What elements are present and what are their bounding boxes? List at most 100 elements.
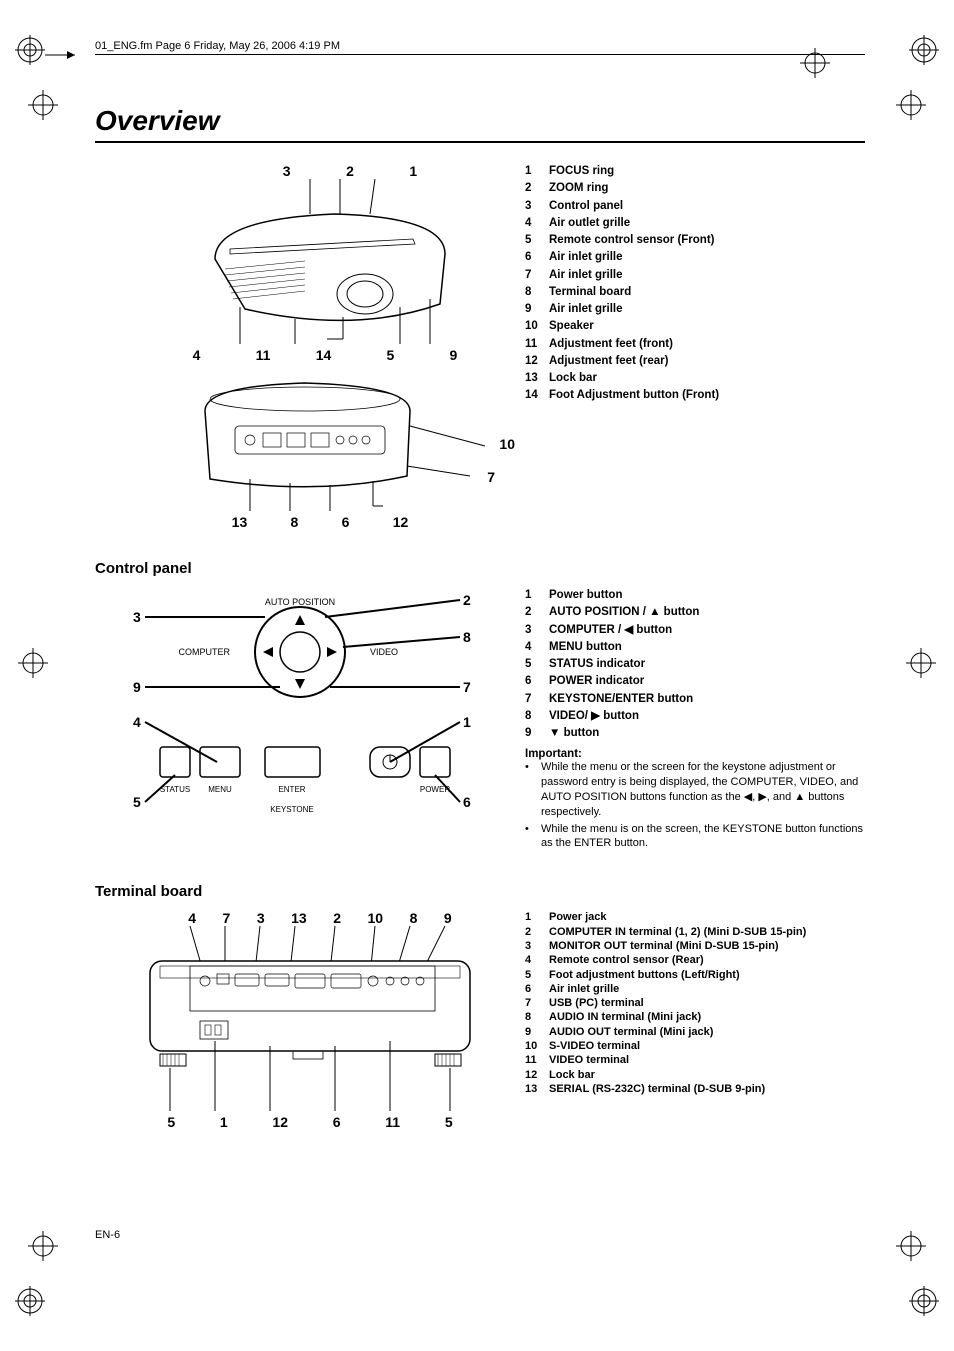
callout: 9 bbox=[444, 910, 452, 926]
bullet-item: •While the menu or the screen for the ke… bbox=[525, 760, 865, 819]
callout: 12 bbox=[393, 514, 409, 530]
list-item: 9▼ button bbox=[525, 725, 865, 742]
callout: 4 bbox=[188, 910, 196, 926]
list-item: 2COMPUTER IN terminal (1, 2) (Mini D-SUB… bbox=[525, 925, 865, 939]
list-item: 1Power jack bbox=[525, 910, 865, 924]
svg-text:8: 8 bbox=[463, 629, 471, 645]
page-title: Overview bbox=[95, 105, 865, 143]
control-panel-heading: Control panel bbox=[95, 560, 865, 577]
list-item: 4MENU button bbox=[525, 639, 865, 656]
callout: 11 bbox=[256, 347, 271, 363]
list-item: 9Air inlet grille bbox=[525, 301, 865, 318]
list-item: 7KEYSTONE/ENTER button bbox=[525, 691, 865, 708]
cross-mark bbox=[45, 48, 75, 63]
list-item: 1FOCUS ring bbox=[525, 163, 865, 180]
overview-callouts-mid: 4 11 14 5 9 bbox=[155, 347, 485, 363]
svg-text:VIDEO: VIDEO bbox=[370, 647, 398, 657]
bullet-item: •While the menu is on the screen, the KE… bbox=[525, 822, 865, 852]
control-panel-diagram: 3 2 8 9 7 4 1 5 6 bbox=[125, 587, 475, 822]
terminal-board-heading: Terminal board bbox=[95, 883, 865, 900]
callout: 3 bbox=[283, 163, 291, 179]
list-item: 2ZOOM ring bbox=[525, 180, 865, 197]
list-item: 10Speaker bbox=[525, 318, 865, 335]
list-item: 6Air inlet grille bbox=[525, 982, 865, 996]
reg-mark-bottom-right bbox=[909, 1286, 939, 1316]
list-item: 7Air inlet grille bbox=[525, 267, 865, 284]
callout: 6 bbox=[342, 514, 350, 530]
projector-front-diagram bbox=[155, 179, 485, 344]
terminal-board-list: 1Power jack2COMPUTER IN terminal (1, 2) … bbox=[525, 910, 865, 1096]
list-item: 5Remote control sensor (Front) bbox=[525, 232, 865, 249]
callout: 2 bbox=[346, 163, 354, 179]
list-item: 8AUDIO IN terminal (Mini jack) bbox=[525, 1010, 865, 1024]
callout: 5 bbox=[387, 347, 395, 363]
overview-callouts-top: 3 2 1 bbox=[155, 163, 485, 179]
svg-text:COMPUTER: COMPUTER bbox=[179, 647, 231, 657]
reg-mark-top-left bbox=[15, 35, 45, 65]
callout: 13 bbox=[291, 910, 307, 926]
callout: 1 bbox=[220, 1114, 228, 1130]
svg-text:ENTER: ENTER bbox=[278, 785, 305, 794]
page-footer: EN-6 bbox=[95, 1229, 120, 1241]
callout: 7 bbox=[487, 469, 495, 485]
callout: 10 bbox=[368, 910, 384, 926]
svg-text:MENU: MENU bbox=[208, 785, 232, 794]
svg-text:6: 6 bbox=[463, 794, 471, 810]
list-item: 6POWER indicator bbox=[525, 673, 865, 690]
list-item: 6Air inlet grille bbox=[525, 249, 865, 266]
svg-text:KEYSTONE: KEYSTONE bbox=[270, 805, 313, 814]
overview-section: 3 2 1 bbox=[95, 163, 865, 530]
list-item: 11VIDEO terminal bbox=[525, 1053, 865, 1067]
terminal-callouts-bottom: 5 1 12 6 11 5 bbox=[135, 1114, 485, 1130]
list-item: 1Power button bbox=[525, 587, 865, 604]
callout: 5 bbox=[445, 1114, 453, 1130]
terminal-board-diagram bbox=[135, 926, 485, 1111]
list-item: 10S-VIDEO terminal bbox=[525, 1039, 865, 1053]
list-item: 4Remote control sensor (Rear) bbox=[525, 953, 865, 967]
svg-text:1: 1 bbox=[463, 714, 471, 730]
list-item: 2AUTO POSITION / ▲ button bbox=[525, 604, 865, 621]
cross-mark bbox=[906, 648, 936, 678]
callout: 13 bbox=[232, 514, 248, 530]
overview-callouts-bottom: 13 8 6 12 bbox=[210, 514, 430, 530]
callout: 7 bbox=[223, 910, 231, 926]
callout: 8 bbox=[410, 910, 418, 926]
page-header: 01_ENG.fm Page 6 Friday, May 26, 2006 4:… bbox=[95, 40, 865, 55]
svg-text:POWER: POWER bbox=[420, 785, 450, 794]
list-item: 7USB (PC) terminal bbox=[525, 996, 865, 1010]
terminal-callouts-top: 4 7 3 13 2 10 8 9 bbox=[135, 910, 485, 926]
list-item: 13Lock bar bbox=[525, 370, 865, 387]
svg-text:3: 3 bbox=[133, 609, 141, 625]
list-item: 3MONITOR OUT terminal (Mini D-SUB 15-pin… bbox=[525, 939, 865, 953]
cross-mark bbox=[896, 90, 926, 120]
list-item: 13SERIAL (RS-232C) terminal (D-SUB 9-pin… bbox=[525, 1082, 865, 1096]
svg-text:2: 2 bbox=[463, 592, 471, 608]
callout: 11 bbox=[385, 1114, 400, 1130]
svg-text:7: 7 bbox=[463, 679, 471, 695]
callout: 2 bbox=[333, 910, 341, 926]
list-item: 8VIDEO/ ▶ button bbox=[525, 708, 865, 725]
important-heading: Important: bbox=[525, 748, 865, 760]
callout: 14 bbox=[316, 347, 332, 363]
list-item: 12Lock bar bbox=[525, 1068, 865, 1082]
terminal-board-section: 4 7 3 13 2 10 8 9 bbox=[95, 910, 865, 1130]
list-item: 5STATUS indicator bbox=[525, 656, 865, 673]
list-item: 12Adjustment feet (rear) bbox=[525, 353, 865, 370]
control-panel-list: 1Power button2AUTO POSITION / ▲ button3C… bbox=[525, 587, 865, 742]
list-item: 3COMPUTER / ◀ button bbox=[525, 622, 865, 639]
callout: 5 bbox=[167, 1114, 175, 1130]
svg-text:STATUS: STATUS bbox=[160, 785, 190, 794]
callout: 9 bbox=[450, 347, 458, 363]
list-item: 8Terminal board bbox=[525, 284, 865, 301]
callout: 4 bbox=[193, 347, 201, 363]
cross-mark bbox=[28, 90, 58, 120]
svg-text:4: 4 bbox=[133, 714, 141, 730]
callout: 8 bbox=[291, 514, 299, 530]
svg-text:5: 5 bbox=[133, 794, 141, 810]
callout: 10 bbox=[499, 436, 515, 452]
reg-mark-bottom-left bbox=[15, 1286, 45, 1316]
callout: 3 bbox=[257, 910, 265, 926]
svg-text:9: 9 bbox=[133, 679, 141, 695]
projector-rear-diagram bbox=[155, 371, 515, 511]
cross-mark bbox=[18, 648, 48, 678]
